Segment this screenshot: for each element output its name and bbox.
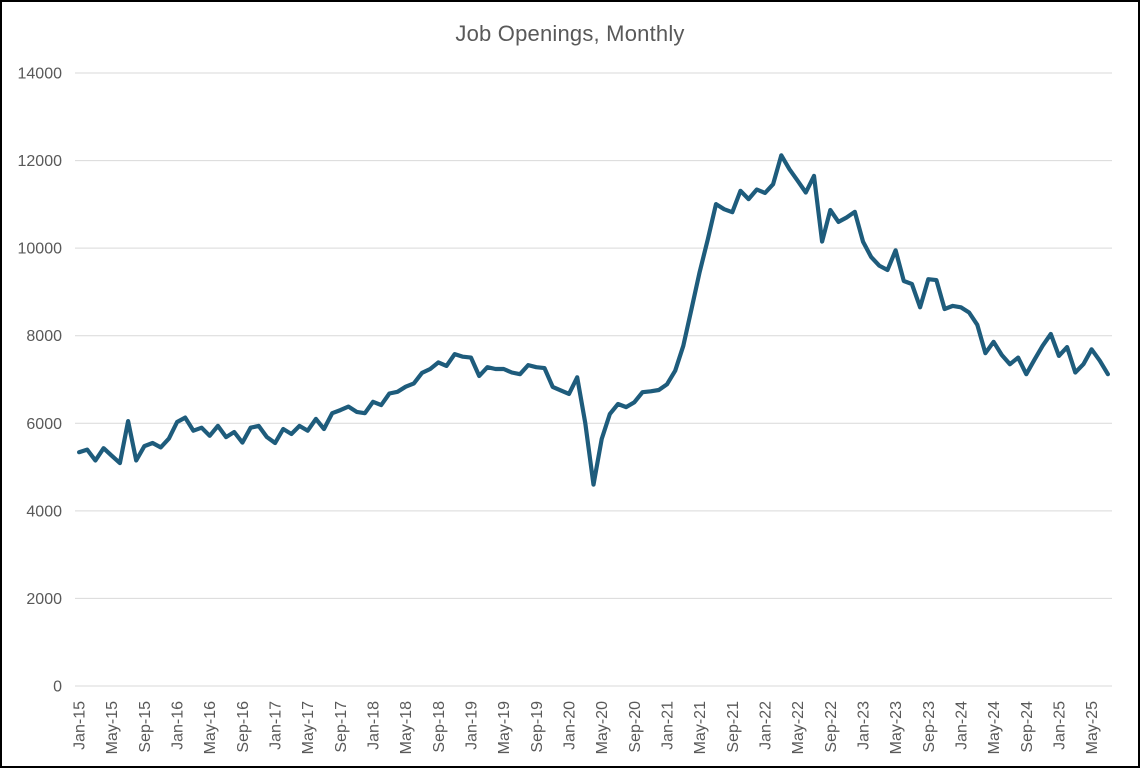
y-axis-label: 4000 (26, 503, 62, 520)
x-axis-label: Sep-17 (333, 701, 350, 753)
x-axis-label: Sep-18 (431, 701, 448, 753)
x-axis-label: Sep-15 (137, 701, 154, 753)
x-axis-label: Sep-20 (627, 701, 644, 753)
x-axis-label: Jan-17 (268, 701, 285, 750)
job-openings-line (76, 153, 1111, 487)
x-axis-label: Jan-21 (659, 701, 676, 750)
x-axis-label: Jan-16 (170, 701, 187, 750)
x-axis-label: Sep-19 (529, 701, 546, 753)
y-axis-label: 6000 (26, 416, 62, 433)
x-axis-label: May-24 (986, 701, 1003, 754)
x-axis-label: May-23 (888, 701, 905, 754)
x-axis-label: Jan-24 (953, 701, 970, 750)
x-axis-label: Sep-21 (725, 701, 742, 753)
y-axis-label: 10000 (18, 241, 63, 258)
y-axis-label: 14000 (18, 66, 63, 83)
x-axis-label: Jan-15 (72, 701, 89, 750)
x-axis-label: Sep-16 (235, 701, 252, 753)
x-axis-label: May-17 (300, 701, 317, 754)
x-axis-label: May-25 (1084, 701, 1101, 754)
x-axis-label: May-22 (790, 701, 807, 754)
x-axis-label: Sep-24 (1019, 701, 1036, 753)
y-axis-label: 8000 (26, 328, 62, 345)
x-axis-label: Jan-23 (855, 701, 872, 750)
x-axis-label: May-15 (104, 701, 121, 754)
x-axis-label: May-21 (692, 701, 709, 754)
y-axis-label: 2000 (26, 591, 62, 608)
x-axis-label: Jan-22 (757, 701, 774, 750)
x-axis-label: Jan-18 (366, 701, 383, 750)
x-axis-label: Sep-22 (823, 701, 840, 753)
chart-title: Job Openings, Monthly (455, 21, 685, 46)
y-axis-label: 12000 (18, 153, 63, 170)
x-axis-label: May-18 (398, 701, 415, 754)
x-axis-label: Jan-25 (1051, 701, 1068, 750)
x-axis-label: Sep-23 (921, 701, 938, 753)
x-axis-label: May-19 (496, 701, 513, 754)
x-axis-label: Jan-20 (562, 701, 579, 750)
x-axis-label: Jan-19 (464, 701, 481, 750)
x-axis-label: May-16 (202, 701, 219, 754)
x-axis-label: May-20 (594, 701, 611, 754)
y-axis-label: 0 (53, 679, 62, 696)
